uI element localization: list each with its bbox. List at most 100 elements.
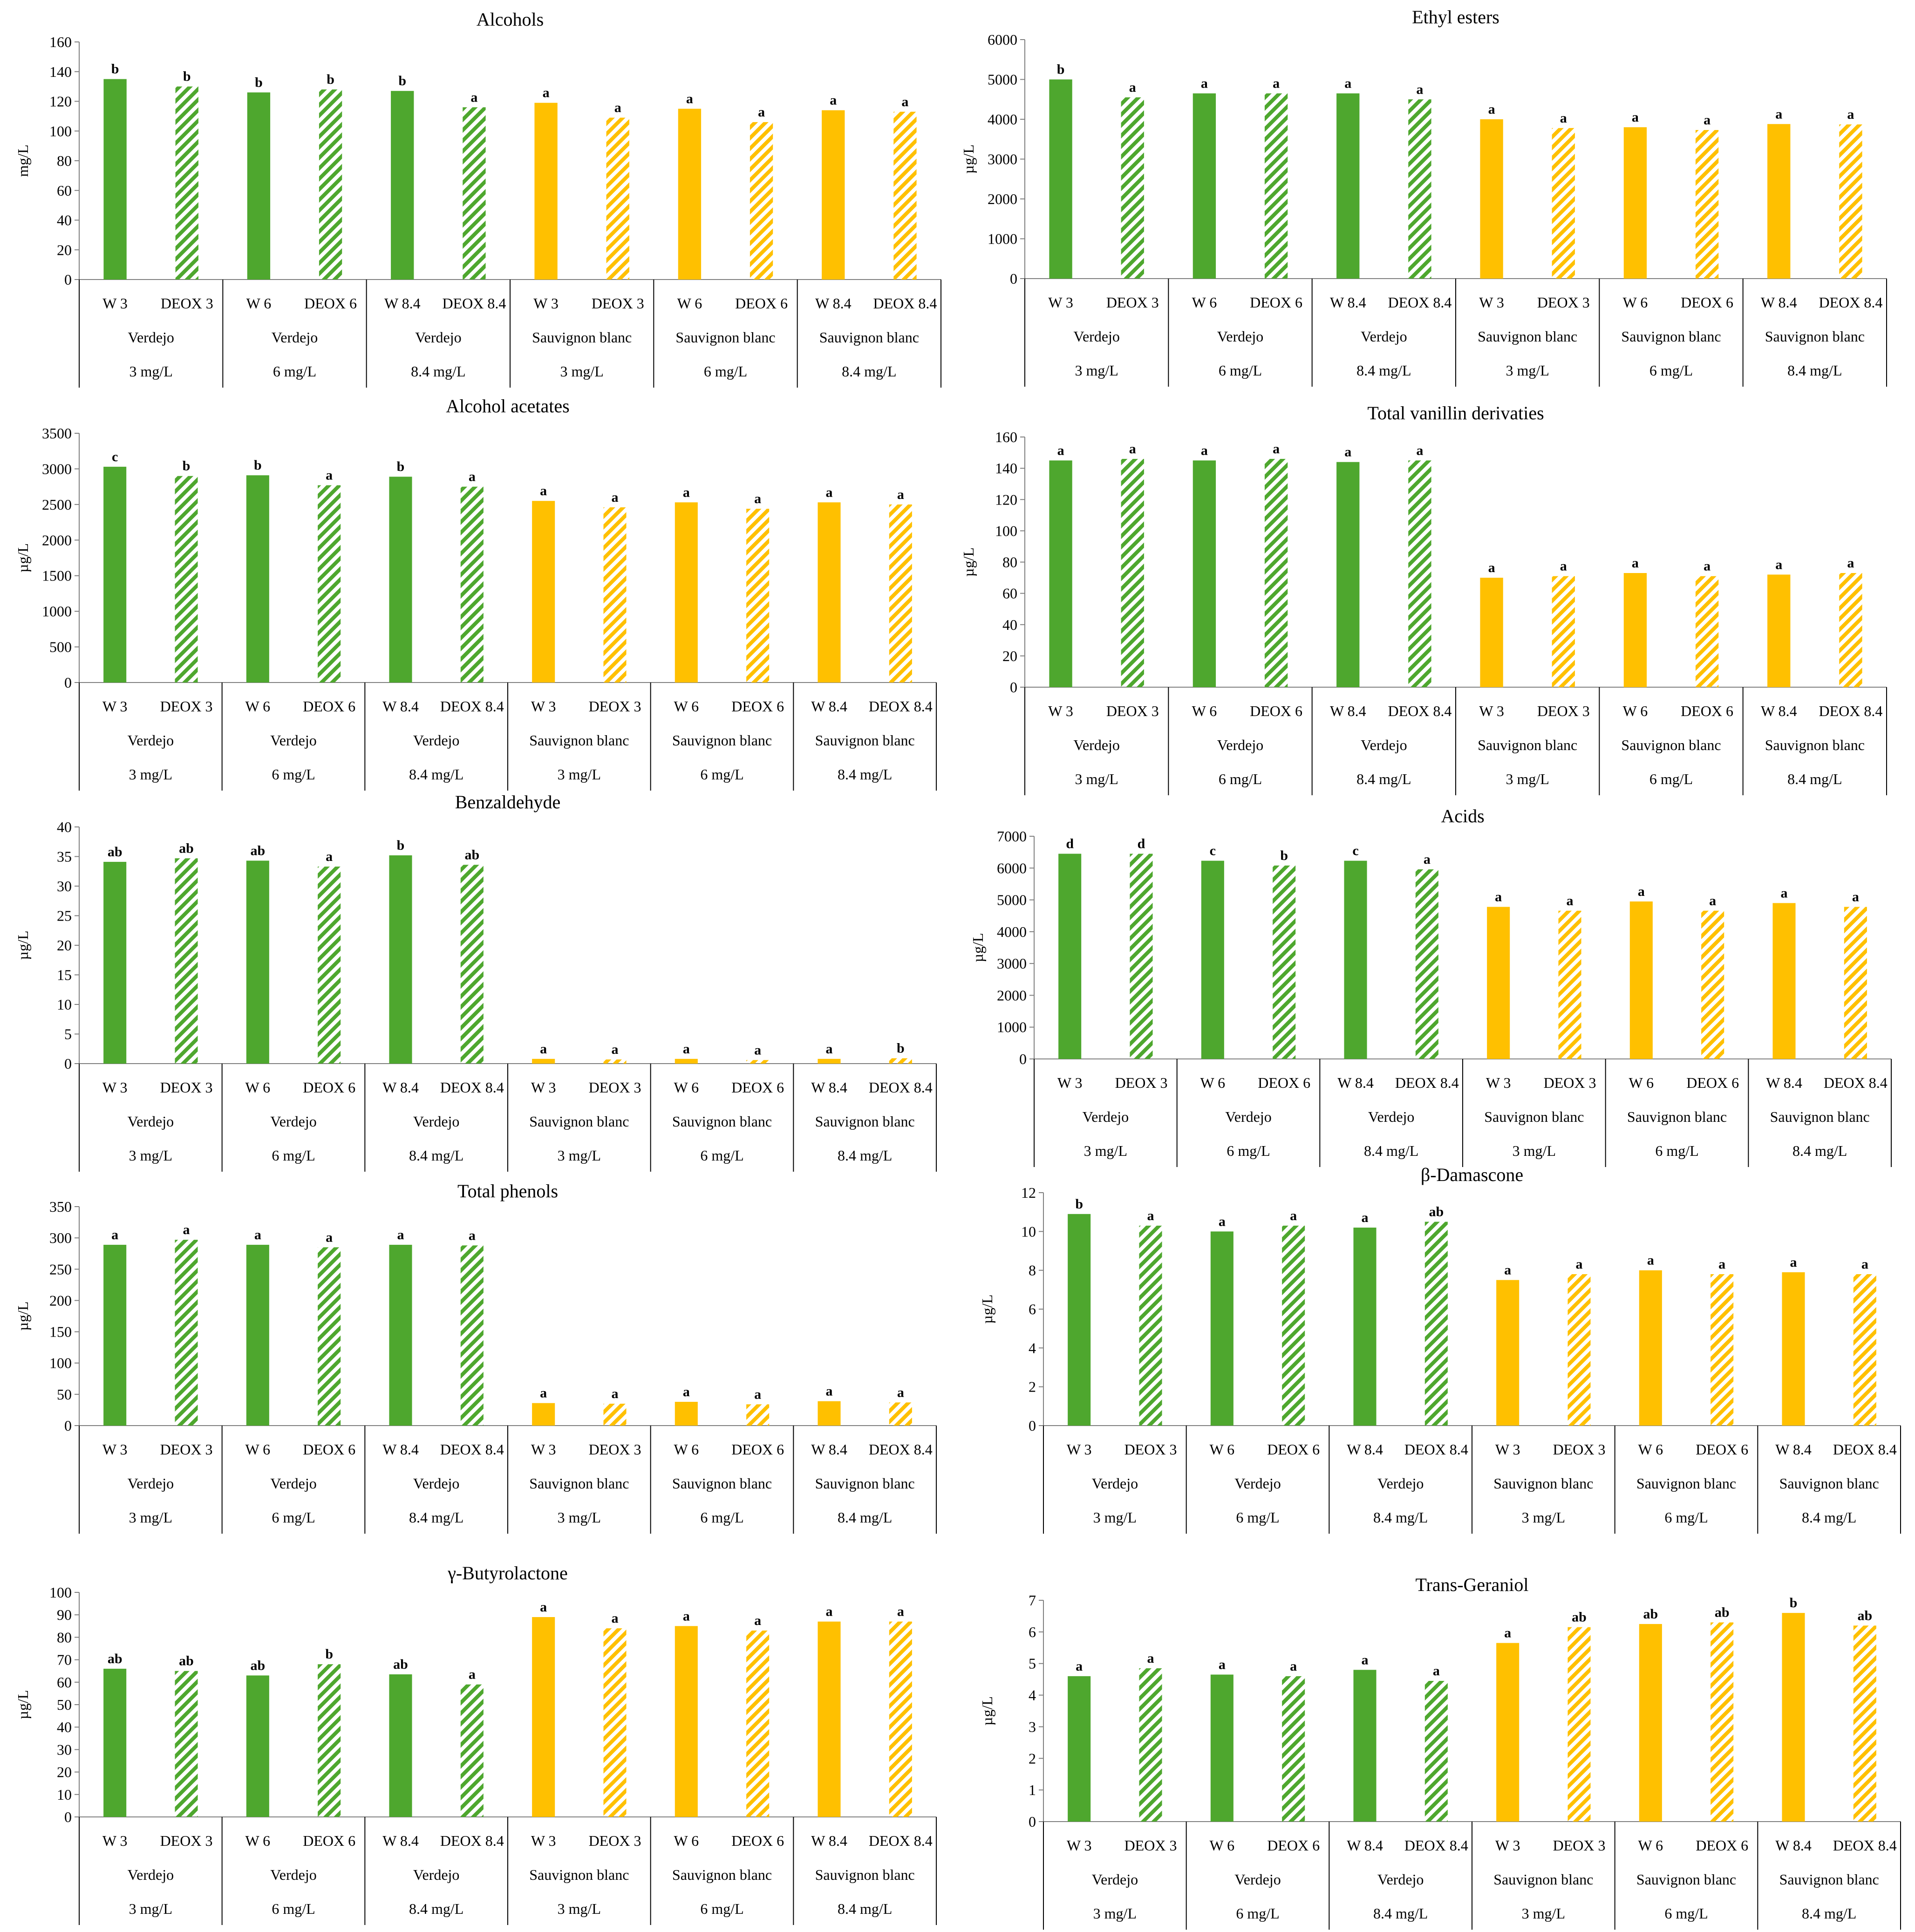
bar-w-8-4-verdejo (1336, 93, 1360, 279)
x-tick-label: DEOX 8.4 (873, 295, 937, 312)
variety-label: Verdejo (270, 732, 317, 749)
bar-deox-6-sauvignon (1711, 1274, 1734, 1426)
significance-letter: ab (108, 844, 123, 860)
x-tick-label: W 3 (102, 1832, 128, 1849)
bar-w-6-sauvignon (675, 502, 698, 683)
y-axis-label: µg/L (14, 1302, 31, 1331)
x-tick-label: W 3 (1479, 703, 1504, 719)
y-tick-label: 60 (57, 182, 72, 199)
variety-label: Sauvignon blanc (529, 732, 629, 749)
significance-letter: a (1504, 1263, 1511, 1278)
variety-label: Sauvignon blanc (815, 1866, 915, 1883)
significance-letter: a (830, 93, 837, 108)
significance-letter: b (1790, 1595, 1798, 1611)
variety-label: Sauvignon blanc (675, 329, 775, 346)
bar-w-3-sauvignon (532, 1617, 555, 1817)
chart-title: Total vanillin derivaties (1367, 403, 1544, 423)
x-tick-label: W 3 (1479, 294, 1504, 311)
x-tick-label: DEOX 8.4 (869, 1079, 933, 1096)
y-tick-label: 160 (49, 34, 72, 50)
significance-letter: a (1488, 102, 1495, 117)
y-tick-label: 100 (49, 123, 72, 139)
y-axis-label: µg/L (14, 931, 31, 960)
variety-label: Verdejo (1377, 1871, 1424, 1888)
significance-letter: a (1416, 82, 1423, 97)
significance-letter: a (826, 1604, 833, 1619)
bar-deox-8-4-sauvignon (1839, 124, 1862, 279)
x-tick-label: DEOX 3 (1537, 703, 1590, 719)
bar-deox-6-verdejo (1264, 93, 1288, 279)
x-tick-label: W 8.4 (811, 698, 847, 715)
chart-title: γ-Butyrolactone (447, 1563, 568, 1584)
bar-w-6-verdejo (1193, 460, 1216, 687)
x-tick-label: DEOX 6 (1681, 703, 1733, 719)
bar-deox-6-sauvignon (1711, 1622, 1734, 1822)
y-tick-label: 300 (49, 1229, 72, 1246)
bar-w-8-4-sauvignon (818, 1401, 841, 1426)
variety-label: Sauvignon blanc (1779, 1475, 1879, 1492)
x-tick-label: W 8.4 (384, 295, 421, 312)
x-tick-label: W 3 (102, 1079, 128, 1096)
significance-letter: a (543, 85, 550, 101)
bar-deox-8-4-sauvignon (889, 1621, 912, 1817)
y-tick-label: 35 (57, 848, 72, 865)
x-tick-label: DEOX 6 (303, 698, 355, 715)
x-tick-label: W 6 (246, 295, 272, 312)
bar-deox-8-4-sauvignon (889, 1058, 912, 1064)
significance-letter: a (897, 1385, 904, 1400)
bar-deox-8-4-sauvignon (1844, 907, 1867, 1059)
significance-letter: b (897, 1041, 905, 1056)
bar-deox-6-sauvignon (1695, 130, 1719, 279)
x-tick-label: DEOX 3 (160, 1441, 213, 1458)
significance-letter: a (1718, 1256, 1725, 1272)
x-tick-label: DEOX 6 (1686, 1074, 1739, 1091)
bar-deox-3-verdejo (175, 1240, 198, 1426)
x-tick-label: W 6 (1638, 1837, 1663, 1854)
variety-label: Verdejo (128, 329, 174, 346)
variety-label: Verdejo (1092, 1475, 1138, 1492)
variety-label: Sauvignon blanc (529, 1866, 629, 1883)
x-tick-label: W 8.4 (1775, 1837, 1812, 1854)
bar-deox-3-verdejo (175, 858, 198, 1064)
significance-letter: a (1273, 441, 1280, 457)
x-tick-label: W 8.4 (1775, 1441, 1812, 1458)
significance-letter: a (1647, 1253, 1654, 1268)
bar-w-8-4-verdejo (389, 1244, 412, 1426)
dose-label: 6 mg/L (1236, 1509, 1279, 1526)
bar-w-8-4-sauvignon (1767, 124, 1791, 279)
variety-label: Sauvignon blanc (532, 329, 632, 346)
dose-label: 6 mg/L (1664, 1905, 1708, 1922)
bar-deox-8-4-verdejo (1424, 1222, 1448, 1426)
significance-letter: a (1709, 893, 1716, 908)
variety-label: Sauvignon blanc (672, 1113, 772, 1130)
x-tick-label: DEOX 8.4 (440, 1832, 504, 1849)
bar-w-3-sauvignon (532, 1058, 555, 1064)
x-tick-label: W 6 (674, 698, 699, 715)
significance-letter: a (1861, 1256, 1868, 1272)
x-tick-label: W 3 (102, 698, 128, 715)
y-tick-label: 5 (64, 1026, 72, 1043)
dose-label: 3 mg/L (129, 1147, 172, 1164)
dose-label: 3 mg/L (1522, 1509, 1565, 1526)
y-tick-label: 30 (57, 878, 72, 894)
x-tick-label: W 6 (1192, 294, 1217, 311)
variety-label: Verdejo (1217, 737, 1264, 753)
significance-letter: ab (1572, 1610, 1587, 1625)
x-tick-label: DEOX 8.4 (1824, 1074, 1888, 1091)
variety-label: Sauvignon blanc (1770, 1108, 1870, 1125)
significance-letter: a (183, 1222, 190, 1237)
variety-label: Verdejo (128, 1866, 174, 1883)
significance-letter: a (1219, 1657, 1226, 1672)
x-tick-label: DEOX 8.4 (1404, 1441, 1468, 1458)
significance-letter: b (1075, 1196, 1083, 1212)
significance-letter: a (1781, 885, 1788, 901)
variety-label: Sauvignon blanc (529, 1475, 629, 1492)
x-tick-label: W 6 (1629, 1074, 1654, 1091)
significance-letter: a (1201, 443, 1208, 458)
significance-letter: a (254, 1227, 261, 1242)
y-tick-label: 5 (1029, 1655, 1036, 1672)
dose-label: 6 mg/L (272, 1509, 315, 1526)
dose-label: 8.4 mg/L (1373, 1509, 1428, 1526)
chart-title: Ethyl esters (1412, 7, 1499, 27)
